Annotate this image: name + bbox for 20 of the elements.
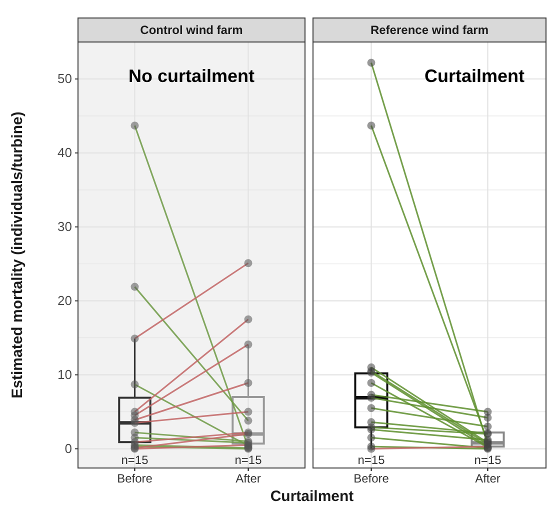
annotation: n=15 <box>234 453 262 467</box>
annotation: n=15 <box>121 453 149 467</box>
y-tick-label: 0 <box>64 440 72 456</box>
chart-title: Control wind farm <box>140 23 243 37</box>
x-tick-label: After <box>475 472 500 486</box>
y-tick-label: 40 <box>58 145 72 160</box>
x-tick-label: After <box>236 472 261 486</box>
y-tick-label: 30 <box>58 219 72 234</box>
annotation: n=15 <box>474 453 502 467</box>
y-tick-label: 20 <box>58 293 72 308</box>
y-tick-label: 10 <box>58 366 72 382</box>
x-tick-label: Before <box>354 472 390 486</box>
x-tick-label: Before <box>117 472 153 486</box>
y-axis-title: Estimated mortality (individuals/turbine) <box>9 112 26 398</box>
y-tick-label: 50 <box>58 71 72 86</box>
annotation: No curtailment <box>128 66 255 86</box>
x-axis-title: Curtailment <box>270 488 354 505</box>
annotation: Curtailment <box>424 66 525 86</box>
annotation: n=15 <box>358 453 386 467</box>
chart-title: Reference wind farm <box>370 23 489 37</box>
